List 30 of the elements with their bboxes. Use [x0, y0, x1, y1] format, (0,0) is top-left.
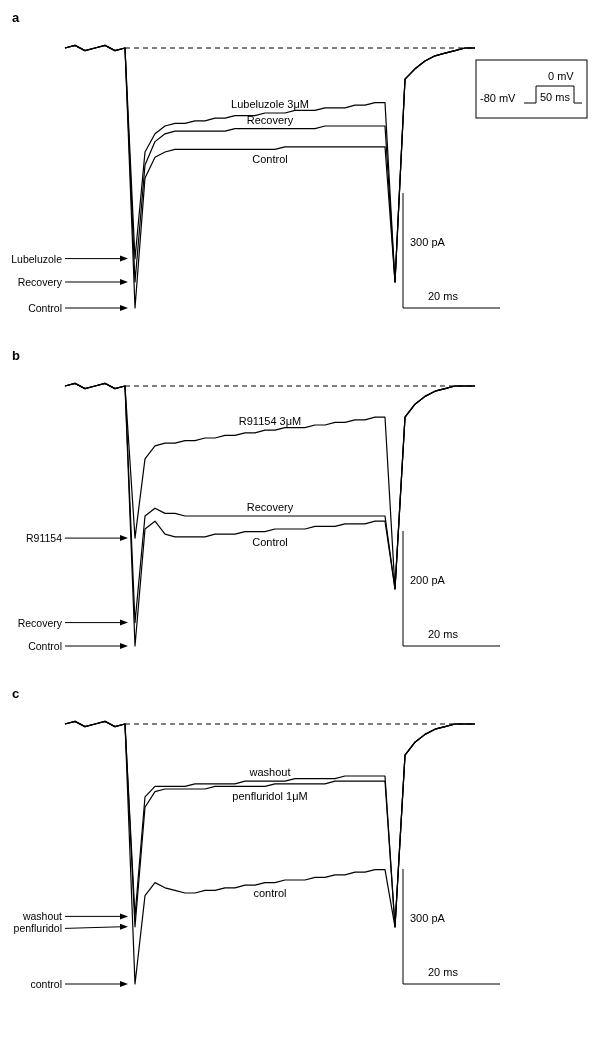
annotation: Recovery	[17, 616, 63, 629]
annotation: Recovery	[17, 276, 63, 288]
annotation: washout	[21, 910, 63, 923]
text: 50 ms	[540, 91, 571, 103]
chart-title: a	[12, 10, 20, 25]
annotation: Control	[28, 640, 62, 652]
series-label: Recovery	[246, 501, 294, 513]
annotation: 300 pA	[410, 236, 446, 248]
series-label: R91154 3μM	[238, 415, 302, 428]
annotation: Lubeluzole	[11, 252, 63, 265]
text: 0 mV	[548, 70, 575, 82]
annotation: R91154	[25, 532, 63, 545]
series-label: Recovery	[246, 113, 294, 126]
annotation: 200 pA	[410, 574, 446, 586]
series-label: Control	[252, 535, 288, 548]
chart-title: b	[12, 348, 20, 363]
annotation: control	[30, 978, 62, 990]
annotation: 300 pA	[410, 912, 446, 924]
series-label: control	[253, 886, 287, 899]
annotation: Control	[28, 302, 62, 314]
series-label: penfluridol 1μM	[232, 790, 308, 803]
chart-title: c	[12, 686, 20, 701]
annotation: 20 ms	[428, 290, 459, 302]
series-label: washout	[248, 766, 291, 779]
annotation: 20 ms	[428, 966, 459, 978]
series-label: Lubeluzole 3μM	[231, 98, 309, 110]
annotation: penfluridol	[13, 922, 62, 935]
series-label: Control	[252, 153, 288, 166]
annotation: -80 mV	[480, 92, 517, 104]
annotation: 20 ms	[428, 628, 459, 640]
